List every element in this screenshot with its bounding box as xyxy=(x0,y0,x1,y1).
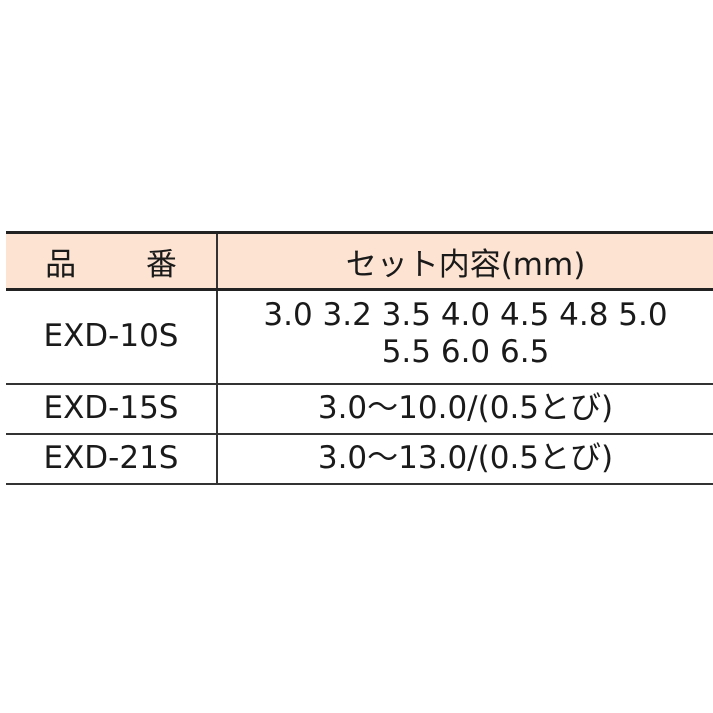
header-contents: セット内容(mm) xyxy=(217,231,713,291)
contents-cell: 3.0〜13.0/(0.5とび) xyxy=(217,433,713,485)
table-row: EXD-10S 3.0 3.2 3.5 4.0 4.5 4.8 5.0 5.5 … xyxy=(6,289,713,385)
table-row: EXD-21S 3.0〜13.0/(0.5とび) xyxy=(6,433,713,485)
model-cell: EXD-15S xyxy=(6,383,218,435)
table-row: EXD-15S 3.0〜10.0/(0.5とび) xyxy=(6,383,713,435)
header-model-label: 品 番 xyxy=(45,246,207,283)
header-model: 品 番 xyxy=(6,231,218,291)
model-cell: EXD-21S xyxy=(6,433,218,485)
header-row: 品 番 セット内容(mm) xyxy=(6,231,713,291)
contents-line: 5.5 6.0 6.5 xyxy=(381,334,550,370)
model-cell: EXD-10S xyxy=(6,289,218,385)
contents-cell: 3.0〜10.0/(0.5とび) xyxy=(217,383,713,435)
contents-line: 3.0 3.2 3.5 4.0 4.5 4.8 5.0 xyxy=(263,297,668,333)
spec-table: 品 番 セット内容(mm) EXD-10S 3.0 3.2 3.5 4.0 4.… xyxy=(6,231,713,485)
contents-cell: 3.0 3.2 3.5 4.0 4.5 4.8 5.0 5.5 6.0 6.5 xyxy=(217,289,713,385)
